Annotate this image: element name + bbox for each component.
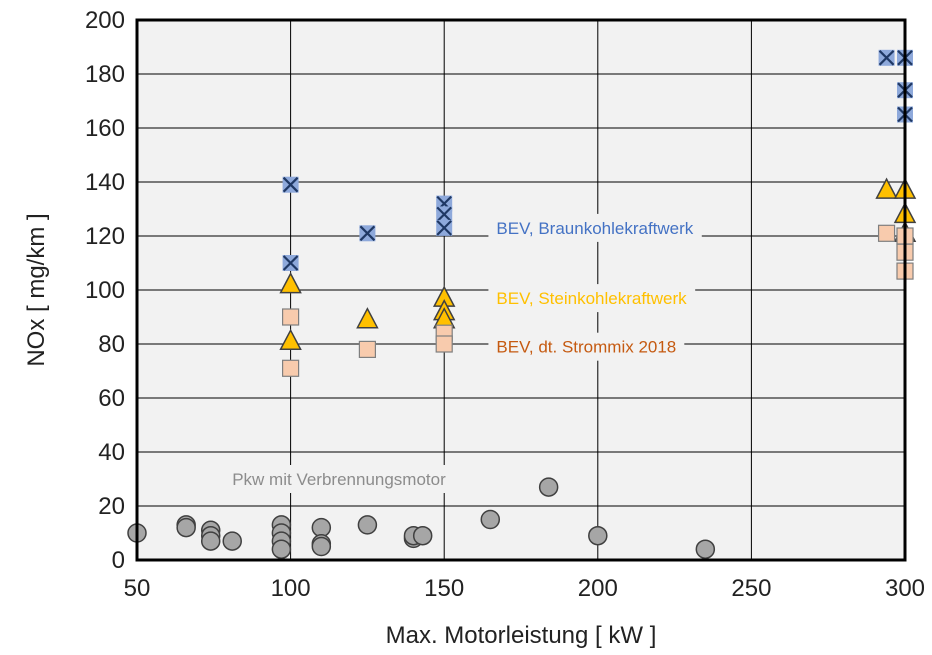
ice-car-point [538,477,559,497]
series-x-square [282,49,913,271]
annotations: BEV, Braunkohlekraftwerk BEV, Steinkohlek… [224,213,702,493]
y-tick-label: 180 [85,61,125,88]
y-tick-label: 160 [85,115,125,142]
y-axis-title: NOx [ mg/km ] [23,213,50,366]
y-tick-label: 40 [98,439,125,466]
braunkohle-point-cross-b [282,255,299,271]
braunkohle-point-cross-b [436,220,452,236]
x-tick-label: 150 [424,575,464,602]
braunkohle-point [436,206,453,223]
annotation-label: BEV, Braunkohlekraftwerk [496,219,693,238]
ice-car-point [695,539,716,559]
y-tick-label: 200 [85,7,125,34]
ice-car-point [480,509,501,530]
annotation: BEV, dt. Strommix 2018 [488,332,685,361]
y-axis-ticks: 0 20 40 60 80 100 120 140 160 180 200 [85,7,125,574]
ice-car-point [588,525,608,546]
strommix-point [358,340,376,358]
ice-car-point [412,525,433,546]
y-tick-label: 20 [98,493,125,520]
braunkohle-point [282,255,299,271]
annotation-background [488,332,685,361]
y-tick-label: 100 [85,277,125,304]
ice-car-point [357,515,378,535]
strommix-point [282,308,300,326]
braunkohle-point-cross-b [282,176,299,193]
y-tick-label: 120 [85,223,125,250]
ice-car-point [311,517,332,538]
annotation-label: BEV, Steinkohlekraftwerk [496,289,687,308]
braunkohle-point [282,176,299,193]
x-tick-label: 100 [271,575,311,602]
steinkohle-point [875,177,898,199]
ice-car-point [176,517,196,538]
x-tick-label: 300 [885,575,925,602]
annotation-label: BEV, dt. Strommix 2018 [496,338,676,357]
braunkohle-point-cross-b [878,50,895,66]
y-tick-label: 60 [98,385,125,412]
x-tick-label: 250 [731,575,771,602]
braunkohle-point-cross-b [359,225,376,242]
annotation-label: Pkw mit Verbrennungsmotor [232,470,446,489]
braunkohle-point [359,225,376,242]
x-axis-ticks: 50 100 150 200 250 300 [124,575,925,602]
strommix-point [435,335,453,353]
steinkohle-point [279,328,302,351]
series-circle [127,477,716,559]
x-axis-title: Max. Motorleistung [ kW ] [386,622,657,649]
ice-car-point [311,536,332,557]
y-tick-label: 140 [85,169,125,196]
annotation: BEV, Braunkohlekraftwerk [488,213,702,242]
annotation-background [488,284,696,313]
annotation: BEV, Steinkohlekraftwerk [488,284,696,313]
strommix-point [282,359,300,377]
braunkohle-point [436,219,453,236]
y-tick-label: 80 [98,331,125,358]
ice-car-point [200,531,221,551]
steinkohle-point [279,271,302,294]
annotation-background [224,465,455,493]
braunkohle-point-cross-b [436,206,452,223]
steinkohle-point [356,307,379,329]
y-tick-label: 0 [112,547,125,574]
x-tick-label: 200 [578,575,618,602]
data-points [127,49,917,559]
strommix-point [877,224,896,242]
annotation: Pkw mit Verbrennungsmotor [224,465,455,493]
braunkohle-point [878,49,895,66]
plot-border [135,18,907,562]
ice-car-point [222,531,242,551]
annotation-background [488,213,702,242]
ice-car-point [271,539,292,559]
x-tick-label: 50 [124,575,151,602]
